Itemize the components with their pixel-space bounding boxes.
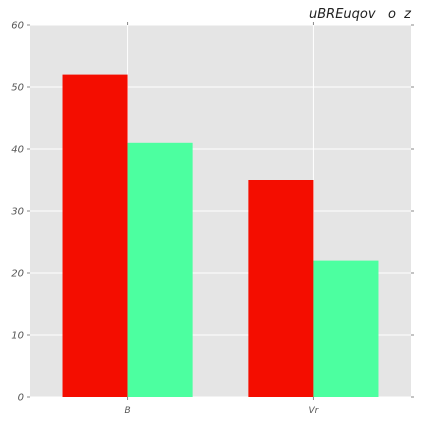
- chart-title: uBREuqov o z: [309, 7, 412, 22]
- bars: [62, 74, 379, 397]
- bar-series-1-B: [62, 74, 128, 397]
- y-tick-label: 50: [11, 83, 24, 94]
- bar-series-2-Vr: [313, 260, 379, 397]
- x-tick-label: B: [124, 406, 130, 416]
- y-tick-label: 0: [18, 393, 24, 404]
- y-tick-label: 10: [11, 331, 24, 342]
- y-tick-label: 40: [11, 145, 24, 156]
- bar-series-2-B: [127, 142, 193, 397]
- y-tick-label: 20: [11, 269, 24, 280]
- x-axis-ticks: B Vr: [124, 22, 320, 416]
- x-tick-label: Vr: [308, 406, 319, 416]
- y-tick-label: 60: [11, 21, 24, 32]
- bar-series-1-Vr: [248, 180, 314, 397]
- y-axis-ticks: 0 10 20 30 40 50 60: [11, 21, 414, 404]
- y-tick-label: 30: [11, 207, 24, 218]
